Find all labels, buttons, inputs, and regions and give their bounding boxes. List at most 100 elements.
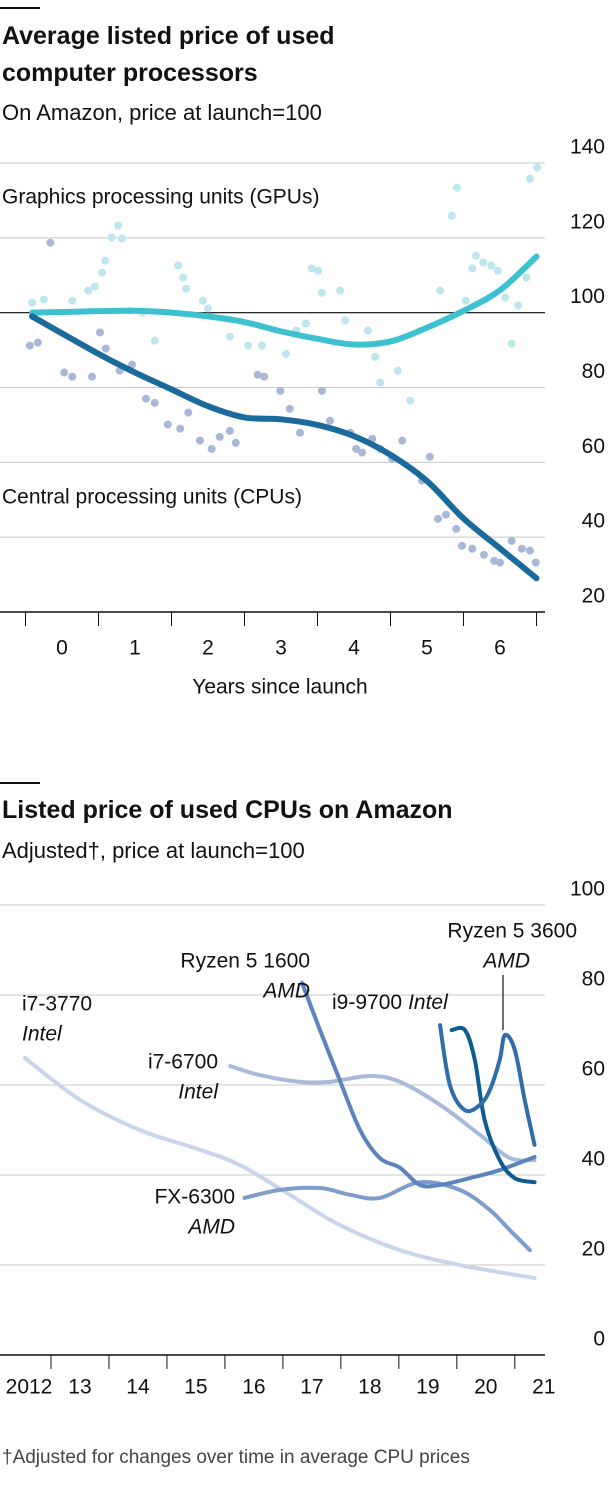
data-point — [225, 426, 234, 435]
data-point — [282, 349, 291, 358]
series-name: i9-9700 — [332, 991, 402, 1014]
series-label: i7-6700 — [148, 1051, 218, 1074]
data-point — [531, 558, 540, 567]
data-point — [461, 296, 470, 305]
data-point — [174, 261, 183, 270]
data-point — [98, 268, 107, 277]
data-point — [452, 183, 461, 192]
series-line — [228, 1064, 537, 1163]
series-maker: Intel — [178, 1081, 219, 1104]
data-point — [150, 336, 159, 345]
y-tick-label: 100 — [570, 285, 605, 308]
data-point — [317, 288, 326, 297]
data-point — [179, 273, 188, 282]
data-point — [90, 282, 99, 291]
series-line — [22, 1056, 537, 1281]
x-tick-label: 13 — [68, 1376, 91, 1399]
data-point — [376, 378, 385, 387]
data-point — [207, 444, 216, 453]
data-point — [260, 372, 269, 381]
series-line — [438, 1023, 537, 1147]
series-line — [29, 253, 540, 348]
data-point — [425, 452, 434, 461]
chart-title: Average listed price of used computer pr… — [2, 22, 335, 87]
data-point — [198, 296, 207, 305]
data-point — [433, 514, 442, 523]
data-point — [317, 386, 326, 395]
x-tick-label: 19 — [416, 1376, 439, 1399]
data-point — [447, 211, 456, 220]
data-point — [215, 432, 224, 441]
x-tick-label: 4 — [348, 637, 360, 660]
y-tick-label: 0 — [593, 1328, 605, 1351]
data-point — [452, 524, 461, 533]
x-tick-label: 0 — [56, 637, 68, 660]
data-point — [514, 301, 523, 310]
data-point — [371, 352, 380, 361]
data-point — [25, 341, 34, 350]
data-point — [393, 366, 402, 375]
data-point — [468, 544, 477, 553]
data-point — [314, 266, 323, 275]
data-point — [253, 370, 262, 379]
data-point — [46, 238, 55, 247]
data-point — [525, 546, 534, 555]
x-tick-label: 21 — [532, 1376, 555, 1399]
data-point — [352, 444, 361, 453]
x-tick-label: 5 — [421, 637, 433, 660]
data-point — [496, 558, 504, 567]
data-point — [258, 341, 267, 350]
chart-subtitle: On Amazon, price at launch=100 — [2, 100, 322, 125]
data-point — [128, 360, 137, 369]
series-label: FX-6300 — [154, 1186, 235, 1209]
data-point — [276, 386, 285, 395]
data-point — [517, 544, 526, 553]
top-rule — [0, 782, 40, 784]
data-point — [225, 332, 234, 341]
x-tick-label: 18 — [358, 1376, 381, 1399]
series-label: i9-9700 Intel — [332, 991, 449, 1014]
series-maker: Intel — [22, 1023, 63, 1046]
y-tick-label: 80 — [582, 360, 605, 383]
series-label: Ryzen 5 1600 — [180, 950, 310, 973]
series-line — [449, 1025, 537, 1185]
data-point — [87, 372, 96, 381]
x-tick-label: 2 — [202, 637, 214, 660]
data-point — [114, 221, 123, 230]
data-point — [301, 319, 310, 328]
data-point — [468, 264, 477, 273]
data-point — [295, 428, 304, 437]
x-tick-label: 17 — [300, 1376, 323, 1399]
data-point — [487, 261, 496, 270]
data-point — [176, 424, 185, 433]
data-point — [479, 258, 488, 267]
series-label: Graphics processing units (GPUs) — [2, 186, 319, 209]
y-tick-label: 140 — [570, 136, 605, 159]
data-point — [507, 536, 516, 545]
y-tick-label: 80 — [582, 968, 605, 991]
data-point — [28, 298, 37, 307]
series-label: Central processing units (CPUs) — [2, 486, 302, 509]
x-tick-label: 14 — [126, 1376, 150, 1399]
data-point — [406, 396, 415, 405]
data-point — [441, 510, 450, 519]
data-point — [107, 233, 116, 242]
x-axis-title: Years since launch — [192, 676, 368, 699]
data-point — [68, 372, 77, 381]
data-point — [101, 256, 110, 265]
data-point — [141, 394, 150, 403]
x-tick-label: 16 — [242, 1376, 265, 1399]
data-point — [195, 436, 204, 445]
data-point — [398, 436, 407, 445]
data-point — [150, 398, 159, 407]
series-label: Ryzen 5 3600 — [447, 920, 577, 943]
data-point — [307, 264, 316, 273]
data-point — [501, 293, 510, 302]
x-tick-label: 15 — [184, 1376, 207, 1399]
series-maker: AMD — [186, 1216, 235, 1239]
y-tick-label: 20 — [582, 1238, 605, 1261]
data-point — [84, 286, 93, 295]
data-point — [163, 420, 172, 429]
